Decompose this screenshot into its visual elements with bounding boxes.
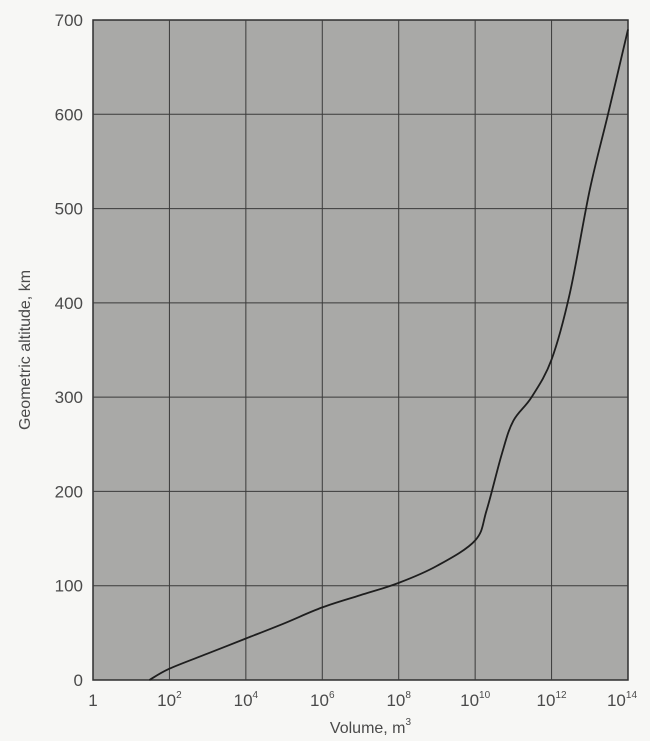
y-tick-label: 0: [74, 671, 83, 690]
y-tick-label: 700: [55, 11, 83, 30]
y-axis-label: Geometric altitude, km: [17, 270, 34, 430]
x-tick-label: 102: [157, 690, 182, 710]
x-tick-label: 1: [88, 691, 97, 710]
y-tick-label: 100: [55, 577, 83, 596]
y-tick-label: 500: [55, 200, 83, 219]
y-tick-label: 300: [55, 388, 83, 407]
y-tick-labels: 0 100 200 300 400 500 600 700: [55, 11, 83, 690]
x-axis-label-sup: 3: [406, 717, 412, 728]
y-tick-label: 400: [55, 294, 83, 313]
x-tick-label: 106: [310, 690, 335, 710]
x-axis-label: Volume, m3: [330, 717, 412, 737]
x-tick-label: 1010: [460, 690, 490, 710]
altitude-curve: [148, 29, 629, 681]
x-tick-label: 104: [234, 690, 259, 710]
x-tick-label: 1014: [607, 690, 637, 710]
x-tick-labels: 1 102 104 106 108 1010 1012 1014: [88, 690, 637, 710]
plot-area: [92, 19, 629, 681]
x-axis-label-text: Volume, m: [330, 720, 406, 737]
y-tick-label: 600: [55, 105, 83, 124]
x-tick-label: 108: [386, 690, 411, 710]
grid: [93, 20, 628, 680]
y-tick-label: 200: [55, 482, 83, 501]
x-tick-label: 1012: [537, 690, 567, 710]
